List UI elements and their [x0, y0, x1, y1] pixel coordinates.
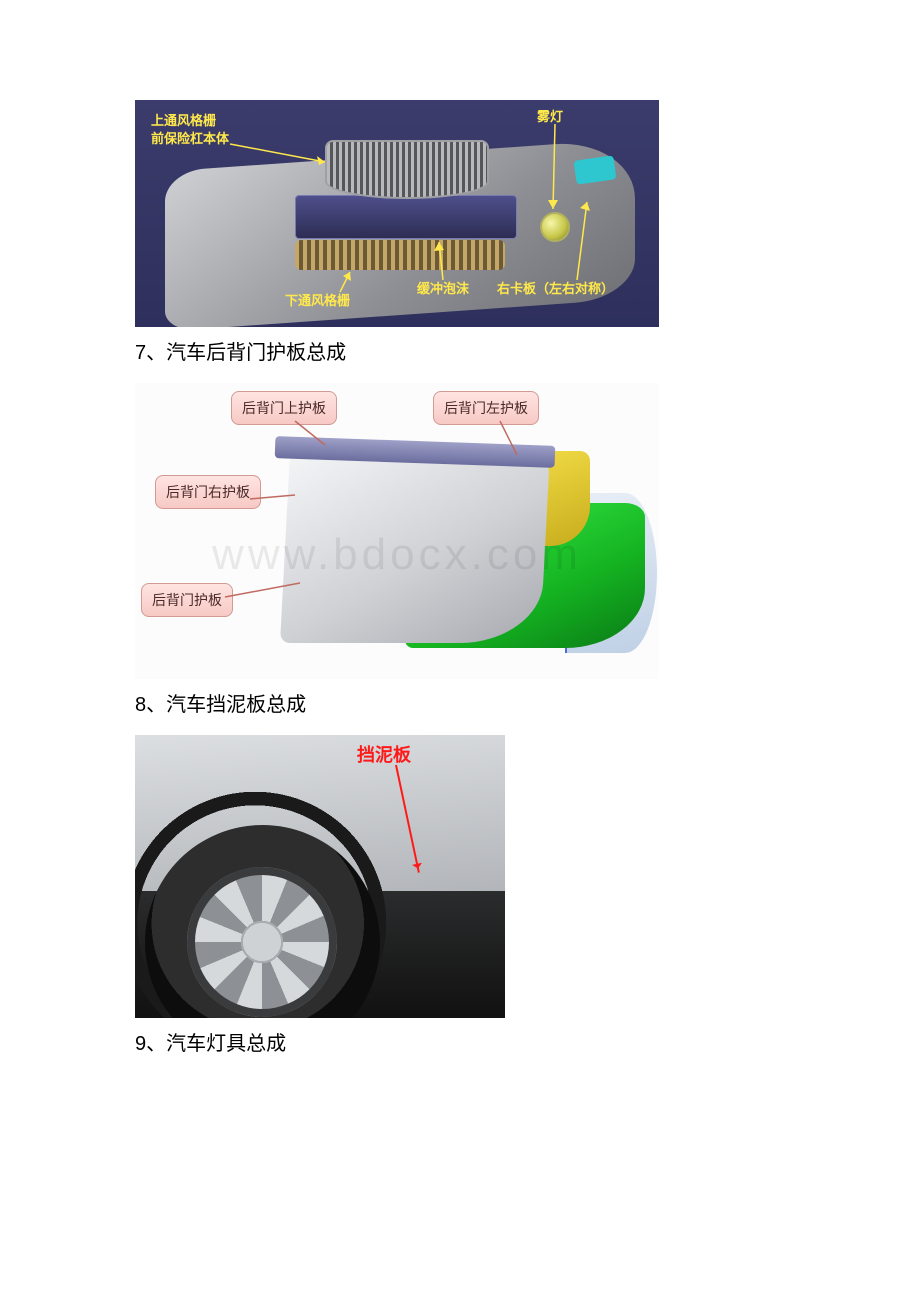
watermark-text: www.bdocx.com	[212, 530, 582, 580]
callout-top-panel-text: 后背门上护板	[242, 400, 326, 416]
label-upper-grille-line1: 上通风格栅	[151, 113, 216, 128]
callout-right-panel-text: 后背门右护板	[166, 484, 250, 500]
arrow-right-clip	[575, 200, 595, 282]
callout-top-panel: 后背门上护板	[231, 391, 337, 425]
heading-section-7: 7、汽车后背门护板总成	[135, 337, 785, 369]
arrow-lower-grille	[330, 270, 360, 295]
foglamp-shape	[540, 212, 570, 242]
arrow-foam	[435, 240, 455, 282]
heading-section-9: 9、汽车灯具总成	[135, 1028, 785, 1060]
callout-left-panel-text: 后背门左护板	[444, 400, 528, 416]
figure-mudguard: 挡泥板	[135, 735, 505, 1018]
label-upper-grille-line2: 前保险杠本体	[151, 131, 229, 146]
callout-left-panel: 后背门左护板	[433, 391, 539, 425]
label-foam: 缓冲泡沫	[417, 280, 469, 298]
callout-main-panel-text: 后背门护板	[152, 592, 222, 608]
label-right-clip: 右卡板（左右对称）	[497, 280, 614, 298]
lower-grille-shape	[295, 240, 505, 270]
upper-grille-shape	[325, 140, 489, 199]
callout-main-panel: 后背门护板	[141, 583, 233, 617]
arrow-foglamp	[545, 124, 575, 214]
label-mudguard: 挡泥板	[357, 741, 411, 767]
label-upper-grille: 上通风格栅 前保险杠本体	[151, 112, 229, 148]
arrow-main-panel	[225, 583, 305, 603]
callout-right-panel: 后背门右护板	[155, 475, 261, 509]
arrow-right-panel	[250, 493, 300, 513]
rim-shape	[187, 867, 337, 1017]
arrow-upper-grille	[230, 144, 330, 174]
figure-rear-door-panel: 后背门上护板 后背门左护板 后背门右护板 后背门护板 www.bdocx.com	[135, 383, 659, 679]
heading-section-8: 8、汽车挡泥板总成	[135, 689, 785, 721]
figure-front-bumper: 上通风格栅 前保险杠本体 雾灯 下通风格栅 缓冲泡沫 右卡板（左右对称）	[135, 100, 659, 327]
arrow-left-panel	[495, 421, 525, 461]
arrow-top-panel	[295, 421, 335, 451]
document-page: 上通风格栅 前保险杠本体 雾灯 下通风格栅 缓冲泡沫 右卡板（左右对称） 7、汽	[0, 0, 920, 1274]
foam-shape	[295, 195, 517, 239]
